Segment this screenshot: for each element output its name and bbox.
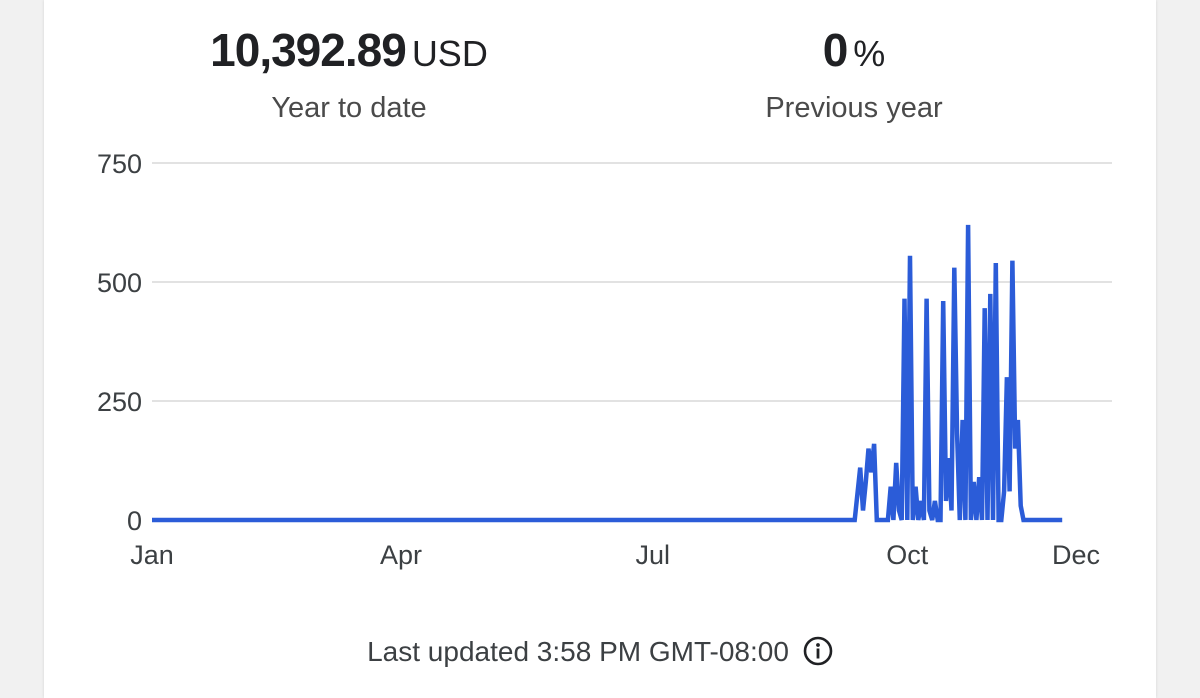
x-tick-label-apr: Apr: [380, 540, 422, 570]
x-tick-label-jan: Jan: [130, 540, 174, 570]
ytd-unit: USD: [411, 33, 488, 74]
x-tick-label-oct: Oct: [886, 540, 929, 570]
earnings-line-chart: 0 250 500 750 Jan Apr Jul Oct Dec: [97, 149, 1112, 570]
y-tick-label-500: 500: [97, 268, 142, 298]
x-tick-label-dec: Dec: [1052, 540, 1100, 570]
y-tick-label-750: 750: [97, 149, 142, 179]
previous-year-summary: 0% Previous year: [704, 24, 1004, 125]
ytd-label: Year to date: [271, 92, 427, 124]
ytd-summary: 10,392.89 USD Year to date: [194, 24, 504, 125]
series-line-0: [152, 224, 1063, 523]
last-updated-text: Last updated 3:58 PM GMT-08:00: [367, 636, 789, 667]
previous-year-label: Previous year: [765, 92, 943, 124]
y-tick-label-250: 250: [97, 387, 142, 417]
x-tick-label-jul: Jul: [635, 540, 670, 570]
info-circle-icon[interactable]: [803, 636, 833, 666]
earnings-card: 10,392.89 USD Year to date 0% Previous ye…: [44, 0, 1156, 698]
footer: Last updated 3:58 PM GMT-08:00: [44, 636, 1156, 669]
previous-year-value: 0: [822, 24, 849, 76]
ytd-value: 10,392.89: [210, 24, 407, 76]
previous-year-unit: %: [853, 33, 886, 74]
y-tick-label-0: 0: [127, 506, 142, 536]
